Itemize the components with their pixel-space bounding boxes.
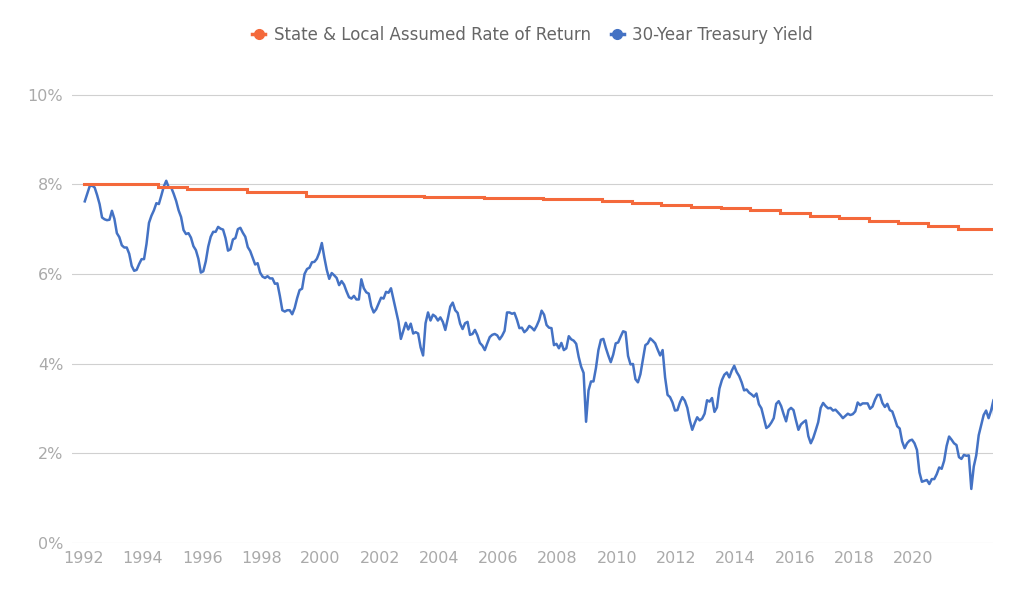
- Legend: State & Local Assumed Rate of Return, 30-Year Treasury Yield: State & Local Assumed Rate of Return, 30…: [246, 19, 819, 51]
